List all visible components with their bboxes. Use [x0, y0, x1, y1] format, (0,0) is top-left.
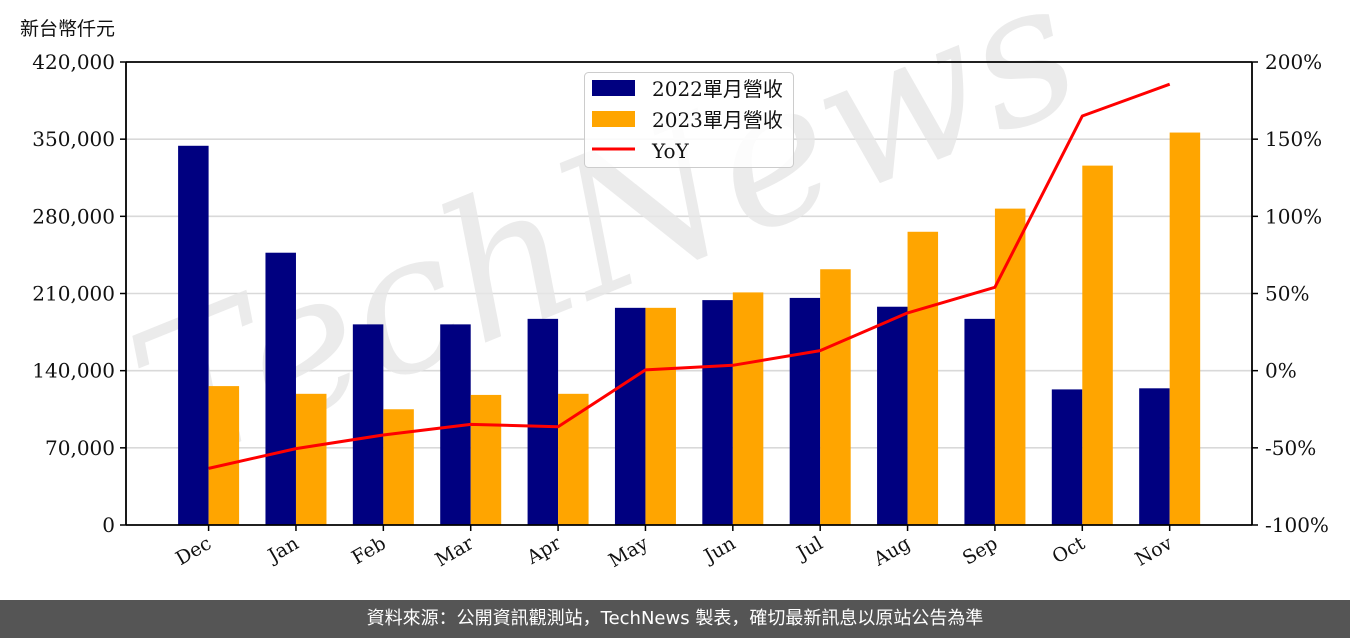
legend-box	[584, 72, 794, 168]
legend-label-2023: 2023單月營收	[652, 108, 783, 132]
bar-2023	[820, 269, 851, 525]
bar-2022	[265, 252, 296, 525]
x-tick-label-jun: Jun	[699, 532, 740, 568]
right-tick-label: 100%	[1265, 204, 1322, 228]
right-tick-label: 50%	[1265, 282, 1309, 306]
bar-2023	[994, 208, 1026, 525]
bar-2023	[558, 393, 589, 525]
legend-label-2022: 2022單月營收	[652, 77, 783, 101]
x-tick-label-jan: Jan	[263, 532, 303, 568]
left-tick-label: 0	[102, 513, 115, 537]
bar-2023	[295, 393, 327, 525]
bar-2022	[1051, 389, 1083, 525]
bar-2023	[907, 231, 939, 525]
bar-2023	[645, 307, 676, 525]
bar-2023	[470, 394, 502, 525]
legend-label-yoy: YoY	[651, 139, 690, 163]
y-axis-unit-label: 新台幣仟元	[20, 18, 116, 40]
x-tick-label-may: May	[605, 532, 652, 572]
left-tick-label: 280,000	[32, 204, 115, 228]
x-tick-label-jul: Jul	[791, 532, 826, 565]
x-tick-label-sep: Sep	[959, 532, 1002, 569]
bar-2022	[614, 307, 646, 525]
right-tick-label: -50%	[1265, 436, 1316, 460]
x-tick-label-dec: Dec	[172, 532, 215, 570]
left-tick-label: 70,000	[45, 436, 115, 460]
yoy-line	[208, 82, 1171, 470]
x-tick-label-feb: Feb	[348, 532, 390, 569]
bar-2022	[964, 318, 995, 525]
bar-2022	[527, 318, 559, 525]
left-tick-label: 140,000	[32, 359, 115, 383]
bar-2022	[352, 324, 384, 525]
bar-2022	[178, 145, 209, 525]
left-tick-label: 350,000	[32, 127, 115, 151]
bar-2022	[877, 306, 908, 525]
bar-2022	[789, 297, 821, 525]
revenue-chart: TechNews 0 70,000 140,000 210,000 280,000 350,…	[32, 0, 1329, 572]
left-tick-label: 420,000	[32, 50, 115, 74]
x-tick-label-apr: Apr	[522, 532, 565, 569]
chart-canvas: TechNews070,000140,000210,000280,000350,…	[32, 0, 1329, 572]
right-tick-label: 0%	[1265, 359, 1297, 383]
bar-2022	[702, 300, 733, 525]
x-tick-label-mar: Mar	[432, 532, 478, 571]
legend-swatch-2022	[592, 80, 635, 96]
x-tick-label-nov: Nov	[1132, 532, 1177, 571]
bar-2022	[1139, 388, 1170, 525]
bar-2023	[1082, 165, 1113, 525]
left-tick-label: 210,000	[32, 282, 115, 306]
source-footer: 資料來源：公開資訊觀測站，TechNews 製表，確切最新訊息以原站公告為準	[0, 600, 1350, 638]
legend-swatch-2023	[592, 111, 635, 127]
x-tick-label-aug: Aug	[869, 532, 914, 571]
bar-2023	[208, 386, 240, 525]
right-tick-label: 150%	[1265, 127, 1322, 151]
right-tick-label: 200%	[1265, 50, 1322, 74]
bar-2023	[732, 292, 764, 525]
right-tick-label: -100%	[1265, 513, 1329, 537]
bar-2023	[1169, 132, 1201, 526]
bar-2023	[383, 409, 414, 525]
x-tick-label-oct: Oct	[1048, 532, 1089, 568]
